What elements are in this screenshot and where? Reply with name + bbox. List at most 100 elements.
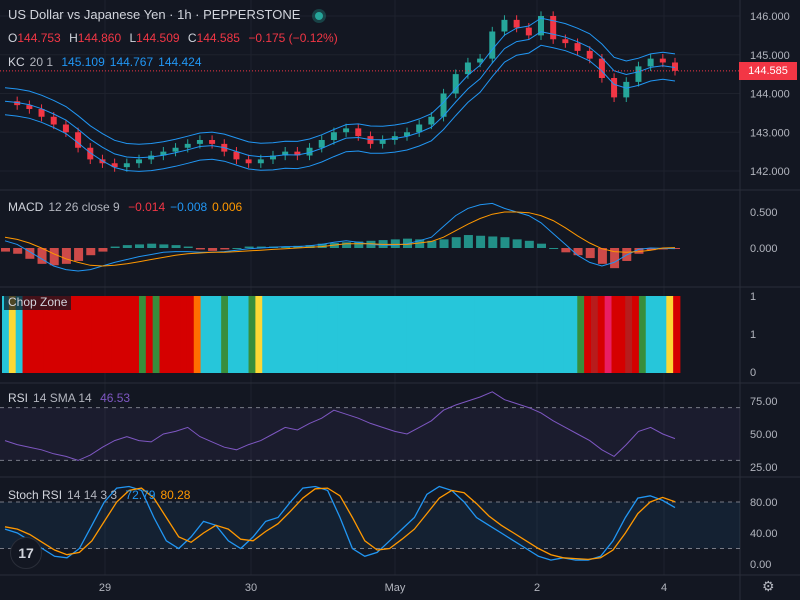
candle-body bbox=[233, 151, 240, 160]
chop-zone-legend[interactable]: Chop Zone bbox=[4, 294, 72, 310]
candle-body bbox=[245, 159, 252, 164]
time-tick-label: 30 bbox=[245, 582, 257, 594]
macd-histogram-bar bbox=[671, 248, 680, 250]
macd-histogram-bar bbox=[171, 245, 181, 248]
low-value: 144.509 bbox=[136, 31, 180, 45]
candle-body bbox=[75, 132, 82, 148]
chop-zone-bar bbox=[63, 296, 71, 373]
chop-zone-bar bbox=[597, 296, 606, 373]
chop-zone-bar bbox=[200, 296, 208, 373]
change-value: −0.175 (−0.12%) bbox=[248, 31, 338, 45]
kc-upper-band bbox=[4, 17, 676, 145]
rsi-line bbox=[4, 391, 676, 461]
chop-zone-bar bbox=[406, 296, 414, 373]
rsi-legend[interactable]: RSI 14 SMA 14 46.53 bbox=[8, 391, 135, 405]
macd-histogram-bar bbox=[476, 235, 486, 248]
chop-zone-bar bbox=[282, 296, 291, 373]
macd-line bbox=[4, 202, 676, 272]
chop-zone-bar bbox=[255, 296, 263, 373]
chop-zone-bar bbox=[433, 296, 441, 373]
chop-zone-bar bbox=[36, 296, 44, 373]
time-tick-label: May bbox=[385, 582, 406, 594]
candle-body bbox=[513, 19, 520, 28]
chop-zone-bar bbox=[97, 296, 106, 373]
macd-histogram-bar bbox=[244, 246, 254, 248]
macd-histogram-bar bbox=[183, 246, 193, 248]
macd-histogram-bar bbox=[512, 239, 522, 248]
rsi-band-fill bbox=[0, 407, 740, 461]
chop-zone-bar bbox=[440, 296, 448, 373]
chop-zone-bar bbox=[2, 296, 10, 373]
macd-histogram-bar bbox=[488, 236, 498, 248]
candle-body bbox=[172, 147, 179, 152]
macd-histogram-bar bbox=[110, 246, 120, 248]
macd-histogram-bar bbox=[256, 246, 266, 248]
macd-histogram-bar bbox=[220, 248, 230, 250]
candle-body bbox=[270, 155, 276, 160]
high-label: H bbox=[69, 31, 78, 45]
macd-histogram-bar bbox=[1, 248, 10, 252]
chop-zone-bar bbox=[659, 296, 667, 373]
macd-histogram-bar bbox=[537, 243, 546, 248]
candle-body bbox=[672, 62, 678, 71]
candle-body bbox=[26, 105, 33, 109]
chop-zone-bar bbox=[310, 296, 318, 373]
kc-params: 20 1 bbox=[29, 55, 54, 69]
kc-name: KC bbox=[8, 55, 25, 69]
macd-histogram-bar bbox=[500, 237, 510, 248]
kc-legend[interactable]: KC 20 1 145.109 144.767 144.424 bbox=[8, 55, 207, 69]
chop-zone-bar bbox=[207, 296, 215, 373]
macd-histogram-bar bbox=[232, 248, 242, 249]
current-price-tag: 144.585 bbox=[739, 62, 797, 80]
macd-histogram-bar bbox=[439, 239, 449, 248]
price-tick-label: 146.000 bbox=[750, 11, 790, 23]
macd-histogram-bar bbox=[74, 248, 84, 261]
chop-zone-bar bbox=[549, 296, 558, 373]
candle-body bbox=[586, 50, 593, 59]
candle-body bbox=[343, 128, 350, 133]
macd-hist-value: −0.014 bbox=[128, 200, 166, 214]
macd-legend[interactable]: MACD 12 26 close 9 −0.014 −0.008 0.006 bbox=[8, 200, 247, 214]
macd-tick-label: 0.000 bbox=[750, 243, 778, 255]
macd-histogram-bar bbox=[451, 237, 461, 248]
candle-body bbox=[489, 31, 496, 59]
stoch-name: Stoch RSI bbox=[8, 488, 63, 502]
candle-body bbox=[416, 124, 423, 133]
chop-zone-bar bbox=[529, 296, 537, 373]
chop-zone-bar bbox=[645, 296, 654, 373]
macd-histogram-bar bbox=[25, 248, 35, 259]
stoch-legend[interactable]: Stoch RSI 14 14 3 3 72.79 80.28 bbox=[8, 488, 195, 502]
macd-histogram-bar bbox=[354, 241, 364, 248]
candle-body bbox=[501, 19, 508, 32]
close-value: 144.585 bbox=[196, 31, 240, 45]
macd-histogram-bar bbox=[415, 239, 425, 248]
chop-zone-bar bbox=[77, 296, 85, 373]
chop-zone-bar bbox=[584, 296, 592, 373]
macd-histogram-bar bbox=[597, 248, 607, 264]
close-label: C bbox=[187, 31, 197, 45]
chop-zone-bar bbox=[166, 296, 174, 373]
open-value: 144.753 bbox=[17, 31, 61, 45]
candle-body bbox=[428, 116, 435, 125]
chop-tick-label: 0 bbox=[750, 367, 756, 379]
macd-histogram-bar bbox=[37, 248, 47, 264]
candle-body bbox=[452, 74, 459, 94]
stoch-k-value: 72.79 bbox=[125, 488, 156, 502]
symbol-header[interactable]: US Dollar vs Japanese Yen · 1h · PEPPERS… bbox=[8, 7, 328, 22]
kc-basis: 144.767 bbox=[109, 55, 154, 69]
chop-zone-bar bbox=[447, 296, 455, 373]
chop-zone-bar bbox=[269, 296, 277, 373]
candle-body bbox=[562, 39, 569, 44]
rsi-params: 14 SMA 14 bbox=[33, 391, 92, 405]
candle-body bbox=[257, 159, 264, 164]
settings-icon[interactable]: ⚙ bbox=[762, 578, 775, 594]
macd-histogram-bar bbox=[305, 245, 315, 248]
chop-zone-bar bbox=[590, 296, 599, 373]
chop-zone-bar bbox=[132, 296, 140, 373]
kc-lower: 144.424 bbox=[158, 55, 202, 69]
candle-body bbox=[294, 151, 301, 156]
time-tick-label: 29 bbox=[99, 582, 111, 594]
candle-body bbox=[623, 81, 630, 98]
tradingview-logo[interactable]: 17 bbox=[10, 537, 42, 569]
